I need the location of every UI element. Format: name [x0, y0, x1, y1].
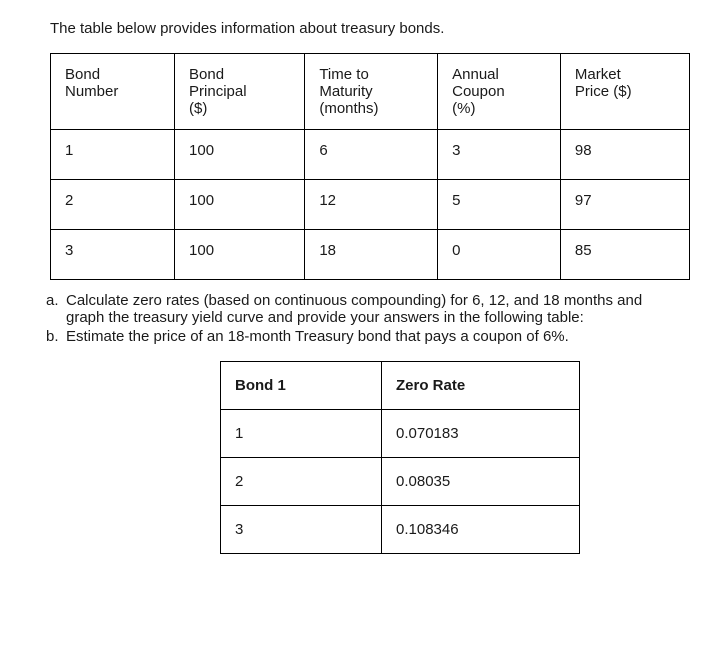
cell-coupon: 5 [438, 180, 561, 230]
cell-zero-rate: 0.070183 [382, 410, 580, 458]
bonds-table: Bond Number Bond Principal ($) Time to M… [50, 53, 690, 280]
cell-principal: 100 [175, 180, 305, 230]
cell-maturity: 6 [305, 130, 438, 180]
cell-zero-rate: 0.108346 [382, 506, 580, 554]
table-row: 2 100 12 5 97 [51, 180, 690, 230]
col-header-bond-principal: Bond Principal ($) [175, 54, 305, 130]
cell-bond-number: 2 [51, 180, 175, 230]
intro-text: The table below provides information abo… [50, 20, 680, 37]
cell-coupon: 3 [438, 130, 561, 180]
cell-principal: 100 [175, 230, 305, 280]
col-header-time-to-maturity: Time to Maturity (months) [305, 54, 438, 130]
table-row: 1 100 6 3 98 [51, 130, 690, 180]
col-header-bond-number: Bond Number [51, 54, 175, 130]
cell-bond-number: 3 [51, 230, 175, 280]
questions-block: a. Calculate zero rates (based on contin… [46, 292, 680, 345]
question-a: a. Calculate zero rates (based on contin… [46, 292, 680, 326]
question-b-label: b. [46, 328, 66, 345]
zero-header-row: Bond 1 Zero Rate [221, 362, 580, 410]
question-a-label: a. [46, 292, 66, 309]
col-header-bond-1: Bond 1 [221, 362, 382, 410]
cell-maturity: 18 [305, 230, 438, 280]
cell-bond-number: 1 [51, 130, 175, 180]
table-row: 1 0.070183 [221, 410, 580, 458]
cell-principal: 100 [175, 130, 305, 180]
col-header-market-price: Market Price ($) [560, 54, 689, 130]
question-b-text: Estimate the price of an 18-month Treasu… [66, 328, 680, 345]
question-a-text: Calculate zero rates (based on continuou… [66, 292, 680, 326]
cell-bond: 1 [221, 410, 382, 458]
cell-maturity: 12 [305, 180, 438, 230]
cell-price: 98 [560, 130, 689, 180]
cell-bond: 2 [221, 458, 382, 506]
cell-zero-rate: 0.08035 [382, 458, 580, 506]
table-row: 2 0.08035 [221, 458, 580, 506]
cell-price: 97 [560, 180, 689, 230]
table-row: 3 0.108346 [221, 506, 580, 554]
col-header-annual-coupon: Annual Coupon (%) [438, 54, 561, 130]
cell-price: 85 [560, 230, 689, 280]
zero-rate-table: Bond 1 Zero Rate 1 0.070183 2 0.08035 3 … [220, 361, 580, 554]
col-header-zero-rate: Zero Rate [382, 362, 580, 410]
cell-coupon: 0 [438, 230, 561, 280]
bonds-header-row: Bond Number Bond Principal ($) Time to M… [51, 54, 690, 130]
table-row: 3 100 18 0 85 [51, 230, 690, 280]
question-b: b. Estimate the price of an 18-month Tre… [46, 328, 680, 345]
cell-bond: 3 [221, 506, 382, 554]
